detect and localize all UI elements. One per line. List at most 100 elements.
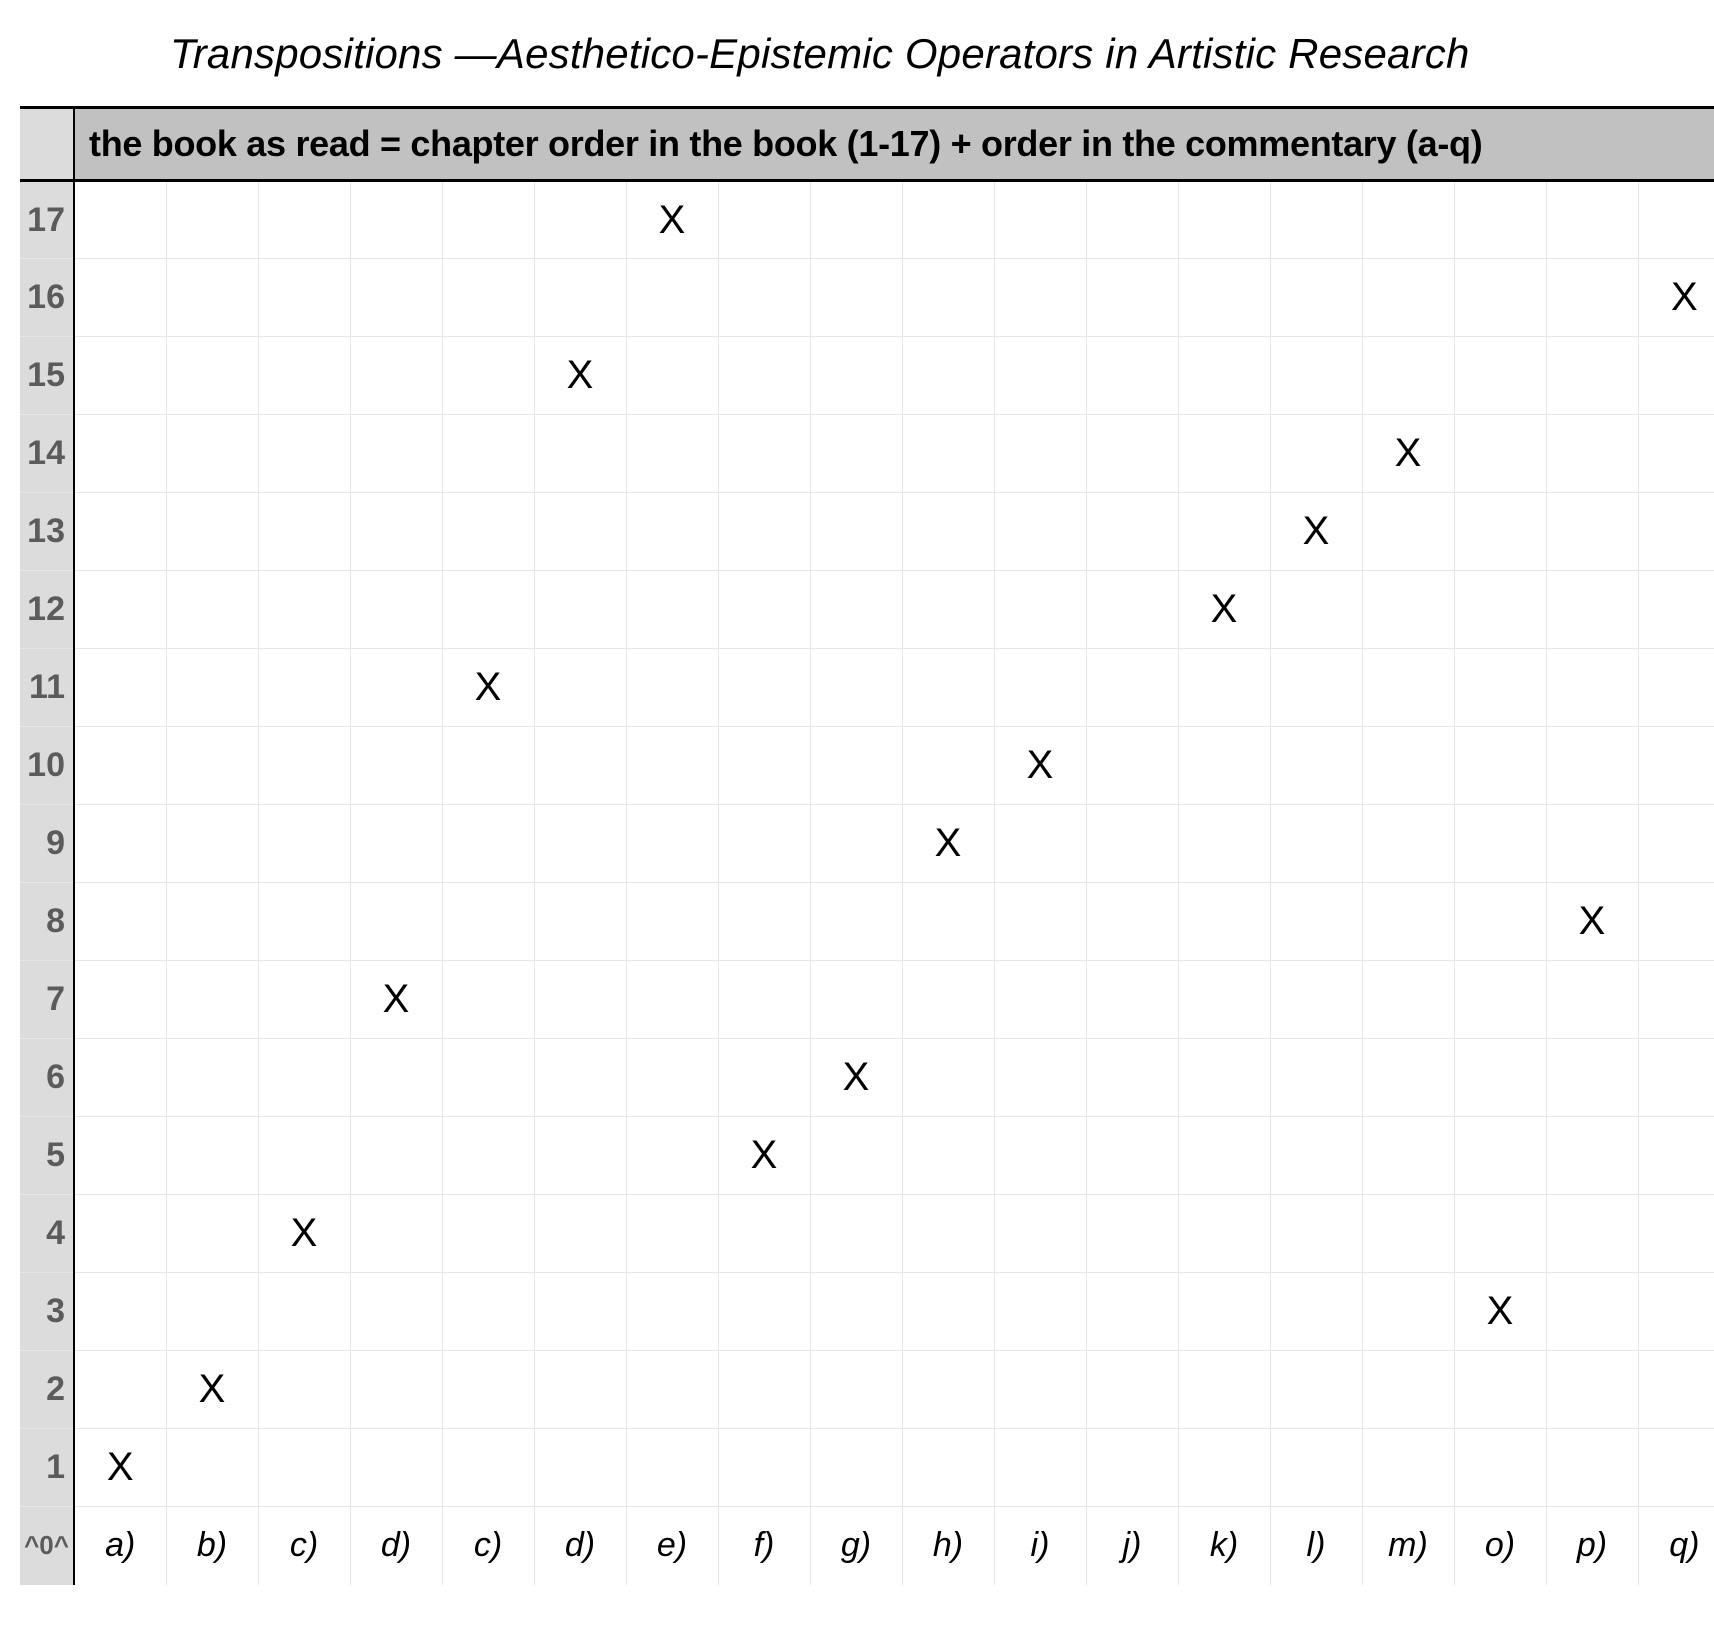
chart-cell [1454,961,1546,1039]
chart-cell [166,961,258,1039]
chart-cell [258,493,350,571]
chart-cell [1178,649,1270,727]
chart-cell [994,571,1086,649]
chart-cell [626,727,718,805]
chart-cell [1270,727,1362,805]
chart-cell [74,571,166,649]
chart-cell: X [258,1195,350,1273]
chart-cell [534,1273,626,1351]
chart-cell [1454,415,1546,493]
column-label: a) [74,1507,166,1585]
chart-cell: X [1270,493,1362,571]
chart-cell [1086,1351,1178,1429]
chart-cell [1454,1429,1546,1507]
chart-cell [1546,493,1638,571]
chart-cell [626,259,718,337]
chart-cell [902,1195,994,1273]
chart-cell [1086,1273,1178,1351]
chart-cell [442,1273,534,1351]
chart-cell [902,1273,994,1351]
column-label: j) [1086,1507,1178,1585]
chart-cell [258,1429,350,1507]
chart-cell [718,181,810,259]
chart-cell [74,1195,166,1273]
chart-cell [902,181,994,259]
chart-cell [258,805,350,883]
chart-cell [902,727,994,805]
chart-cell [1270,415,1362,493]
row-header: 9 [20,805,74,883]
chart-cell [166,1195,258,1273]
chart-row: 4X [20,1195,1714,1273]
chart-cell [1454,727,1546,805]
chart-cell [74,337,166,415]
column-label: g) [810,1507,902,1585]
chart-cell [1086,1039,1178,1117]
page-title: Transpositions —Aesthetico-Epistemic Ope… [20,30,1694,78]
chart-cell [534,961,626,1039]
chart-cell [166,727,258,805]
chart-cell [442,805,534,883]
chart-cell: X [1546,883,1638,961]
chart-cell [994,1195,1086,1273]
chart-cell [534,649,626,727]
chart-cell [1362,1195,1454,1273]
row-header: 11 [20,649,74,727]
chart-cell [1638,1429,1714,1507]
column-label: m) [1362,1507,1454,1585]
chart-cell [1546,1351,1638,1429]
chart-cell [1638,883,1714,961]
chart-cell [1546,1195,1638,1273]
chart-cell [1270,1351,1362,1429]
chart-cell [442,727,534,805]
chart-cell [718,415,810,493]
chart-cell [166,1117,258,1195]
chart-cell [1454,883,1546,961]
row-header: 7 [20,961,74,1039]
chart-cell [350,649,442,727]
chart-cell [534,1039,626,1117]
chart-cell [74,727,166,805]
chart-cell [810,415,902,493]
chart-cell [534,259,626,337]
column-label: p) [1546,1507,1638,1585]
chart-cell [442,259,534,337]
chart-cell [258,961,350,1039]
chart-cell [442,961,534,1039]
chart-cell [810,493,902,571]
chart-cell [902,1351,994,1429]
chart-cell [166,805,258,883]
chart-cell [1362,1039,1454,1117]
chart-cell [1178,1117,1270,1195]
chart-cell [1454,181,1546,259]
chart-cell [350,337,442,415]
chart-cell [534,883,626,961]
chart-cell: X [534,337,626,415]
chart-cell [810,883,902,961]
chart-cell [626,1117,718,1195]
chart-cell [810,571,902,649]
chart-row: 8X [20,883,1714,961]
chart-cell: X [74,1429,166,1507]
chart-cell [74,1117,166,1195]
chart-cell [1086,571,1178,649]
chart-cell [534,1195,626,1273]
chart-cell [74,493,166,571]
chart-cell [1638,805,1714,883]
chart-cell [350,727,442,805]
chart-cell [74,415,166,493]
chart-cell [810,805,902,883]
chart-cell [442,337,534,415]
chart-cell [1178,961,1270,1039]
origin-label: ^0^ [20,1507,74,1585]
chart-row: 12X [20,571,1714,649]
row-header: 4 [20,1195,74,1273]
chart-cell [626,571,718,649]
row-header: 16 [20,259,74,337]
chart-cell [442,1117,534,1195]
chart-cell [718,1429,810,1507]
chart-cell [74,961,166,1039]
chart-cell [1362,1273,1454,1351]
chart-cell [1086,1195,1178,1273]
chart-cell [350,1273,442,1351]
